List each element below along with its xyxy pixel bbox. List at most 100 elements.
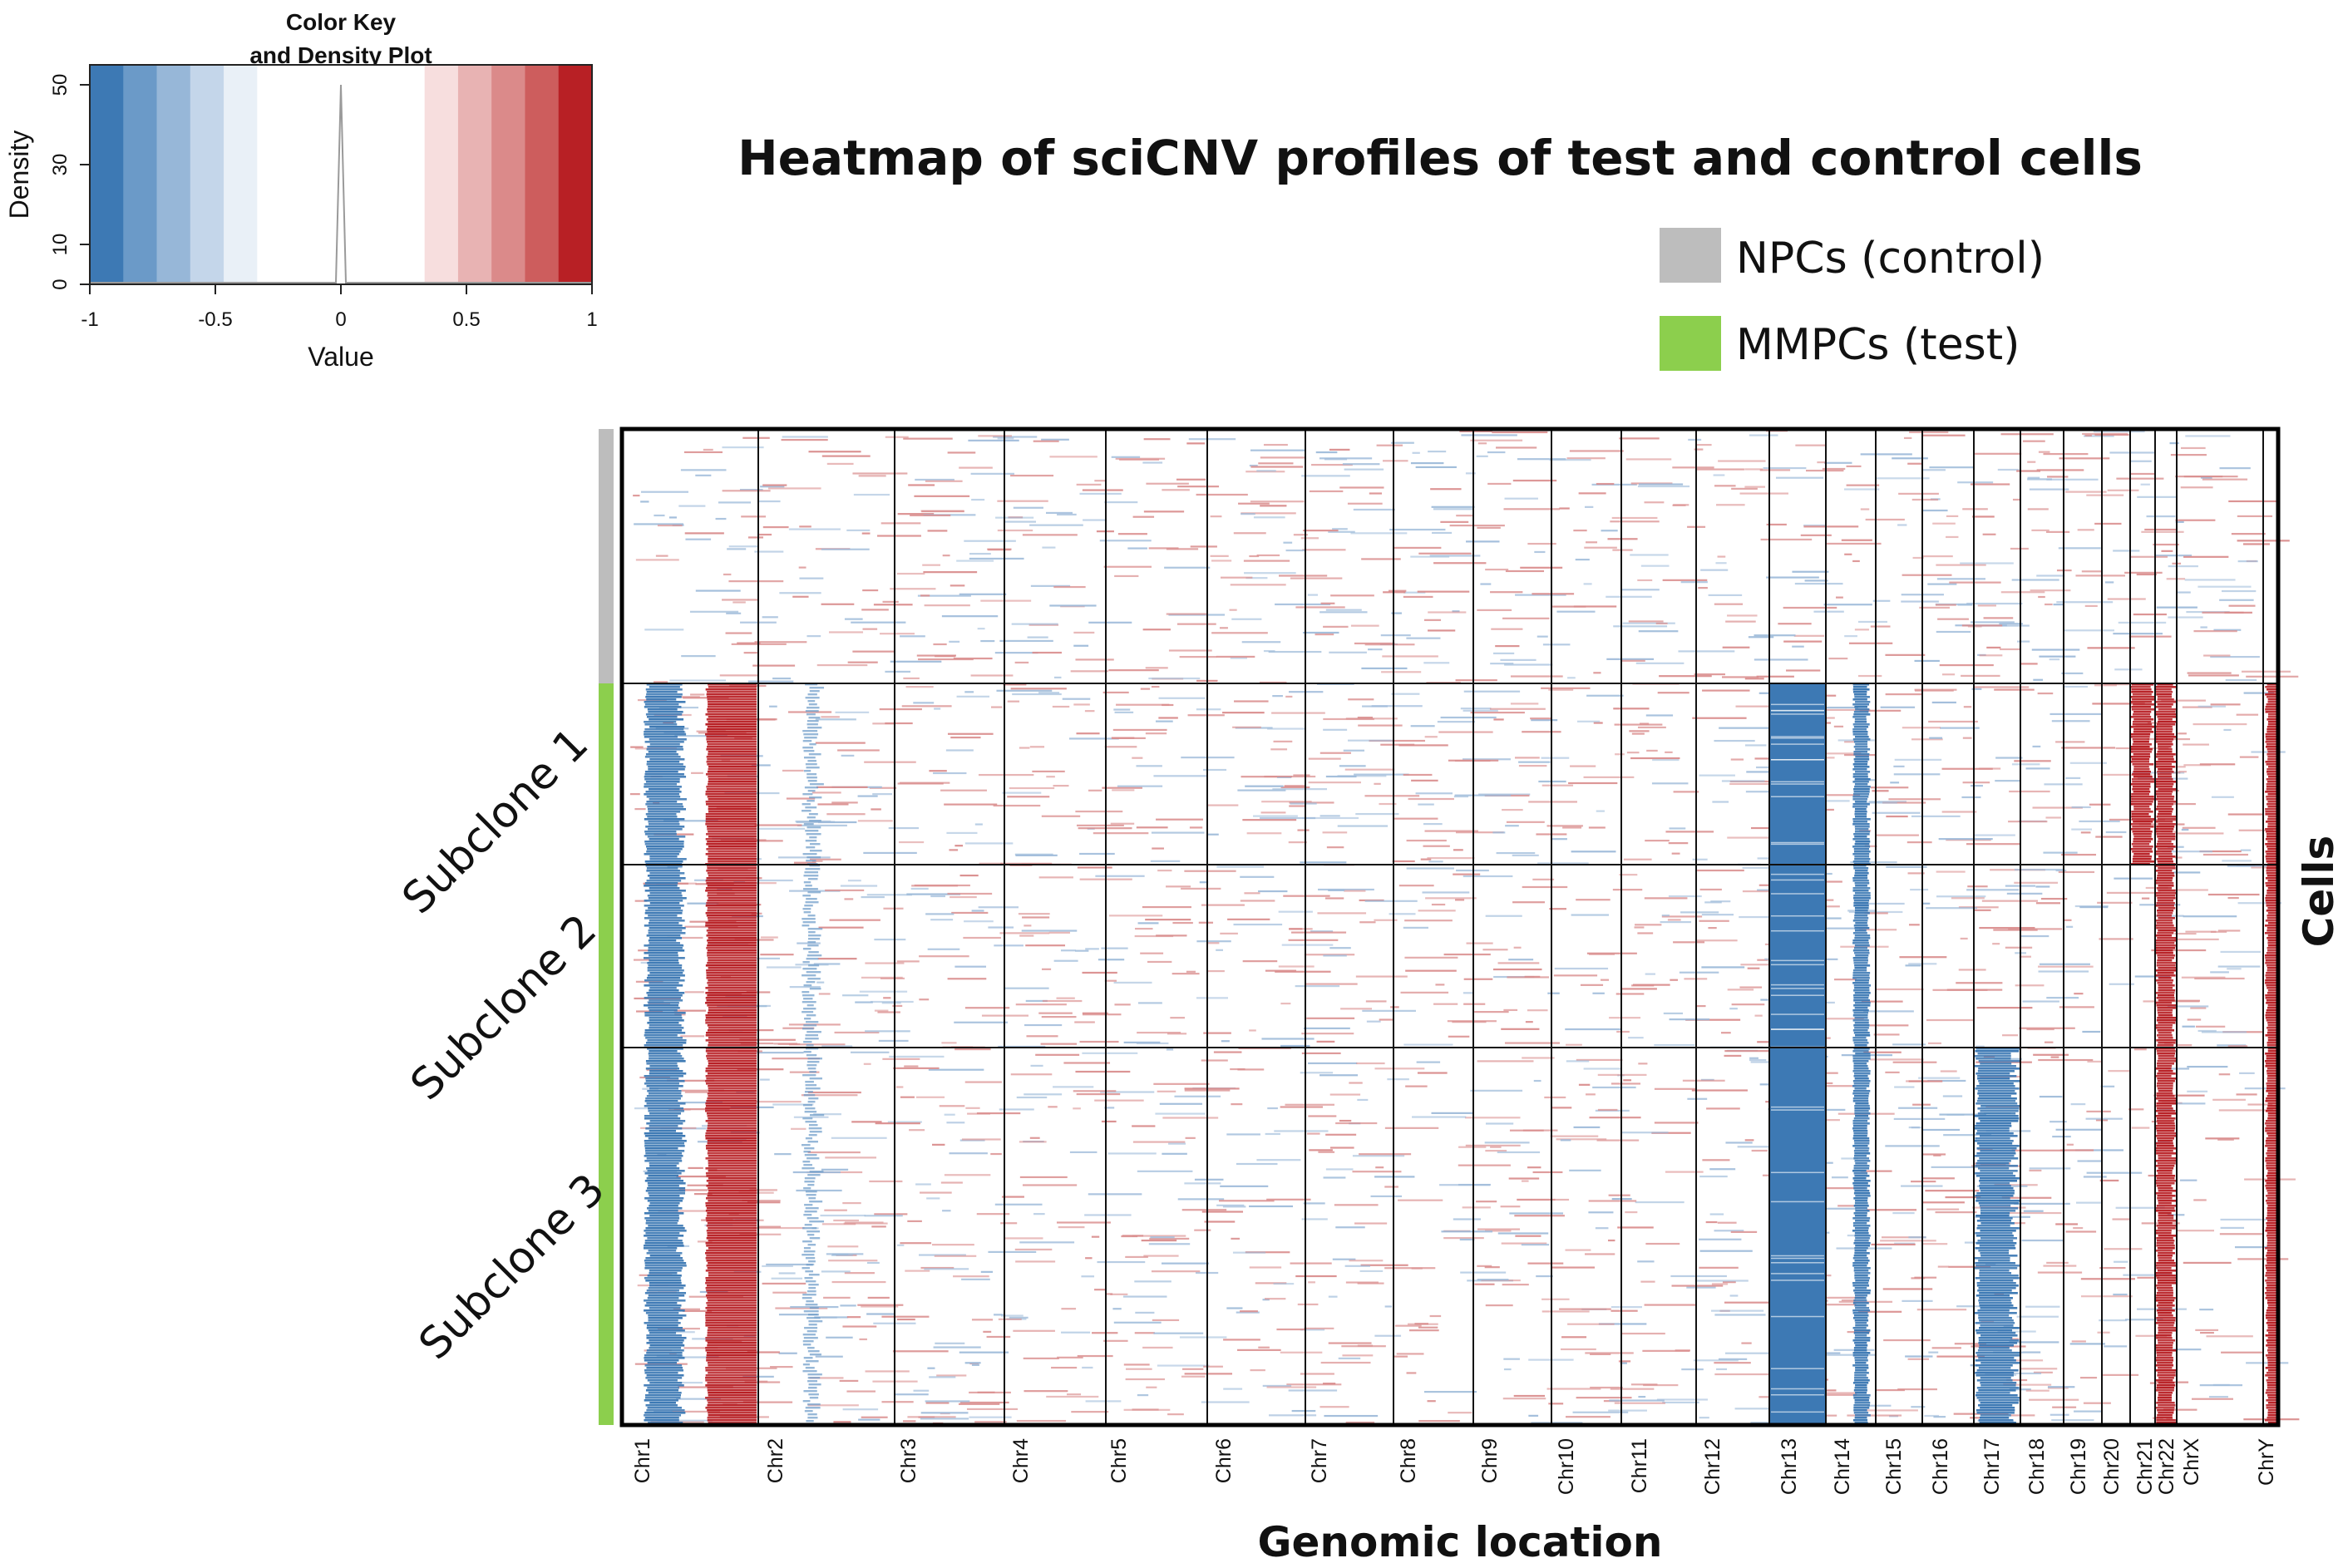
cnv-row <box>2156 1117 2176 1120</box>
cnv-row <box>2156 1177 2175 1180</box>
noise-streak <box>1177 486 1220 488</box>
noise-streak <box>862 589 879 592</box>
noise-streak <box>1593 722 1603 724</box>
cnv-row <box>645 1257 683 1260</box>
noise-streak <box>680 1035 705 1038</box>
cnv-gap <box>1771 1255 1824 1257</box>
noise-streak <box>684 925 738 928</box>
cnv-row <box>1852 1100 1869 1102</box>
noise-streak <box>1628 620 1664 623</box>
noise-streak <box>1931 1166 1980 1168</box>
noise-streak <box>2224 611 2252 614</box>
cnv-row <box>2156 1287 2173 1289</box>
cnv-row <box>649 855 678 858</box>
cnv-row <box>1854 1402 1871 1404</box>
cnv-row <box>2266 846 2278 848</box>
noise-streak <box>2074 1410 2102 1413</box>
noise-streak <box>1544 1096 1566 1099</box>
cnv-row <box>805 1121 817 1123</box>
noise-streak <box>792 595 809 598</box>
noise-streak <box>777 856 831 859</box>
chromosome-label: Chr6 <box>1212 1438 1236 1483</box>
cnv-row <box>1854 858 1871 860</box>
noise-streak <box>1869 1024 1909 1027</box>
cnv-row <box>1852 793 1870 796</box>
cnv-row <box>807 780 817 782</box>
noise-streak <box>1823 1354 1876 1356</box>
noise-streak <box>2133 1048 2147 1051</box>
cnv-row <box>648 1107 684 1110</box>
noise-streak <box>1319 611 1368 614</box>
cnv-row <box>1976 1220 2011 1222</box>
noise-streak <box>2097 901 2133 904</box>
noise-streak <box>1256 470 1276 472</box>
color-key-band <box>156 65 191 284</box>
cnv-row <box>2266 1339 2278 1342</box>
noise-streak <box>1729 1008 1738 1010</box>
cnv-row <box>1980 1280 2014 1282</box>
noise-streak <box>1718 460 1766 462</box>
cnv-row <box>2265 813 2278 816</box>
noise-streak <box>941 1042 957 1044</box>
noise-streak <box>999 639 1053 643</box>
color-key-band <box>525 65 560 284</box>
cnv-row <box>646 698 677 701</box>
cnv-row <box>1854 1337 1871 1339</box>
cell-type-sidebar <box>599 429 614 1425</box>
cnv-row <box>1853 766 1870 768</box>
cnv-row <box>649 1344 685 1347</box>
noise-streak <box>2218 1073 2231 1076</box>
noise-streak <box>1859 929 1897 931</box>
noise-streak <box>2009 790 2050 793</box>
cnv-row <box>2157 972 2174 974</box>
noise-streak <box>1323 1176 1346 1179</box>
cnv-row <box>708 808 757 811</box>
cnv-row <box>647 1275 682 1277</box>
cnv-row <box>2265 997 2278 999</box>
noise-streak <box>1766 576 1819 579</box>
noise-streak <box>1725 620 1756 623</box>
noise-streak <box>1999 623 2023 625</box>
cnv-row <box>708 1012 757 1014</box>
noise-streak <box>772 677 792 680</box>
cnv-row <box>1976 1354 2020 1357</box>
cnv-row <box>647 1170 685 1172</box>
cnv-row <box>2156 723 2176 726</box>
cnv-row <box>2157 848 2174 851</box>
noise-streak <box>2131 1127 2150 1129</box>
noise-streak <box>918 1254 966 1256</box>
noise-streak <box>2008 821 2048 823</box>
cnv-row <box>649 954 678 957</box>
cnv-row <box>1975 1364 2013 1367</box>
cnv-row <box>2155 1048 2175 1050</box>
noise-streak <box>2073 1227 2084 1230</box>
cnv-row <box>1853 1042 1869 1044</box>
noise-streak <box>1497 1151 1541 1154</box>
cnv-row <box>2156 766 2175 768</box>
noise-streak <box>1110 822 1135 825</box>
cnv-row <box>646 1102 686 1105</box>
noise-streak <box>1578 492 1606 495</box>
cnv-row <box>2157 954 2176 957</box>
cnv-row <box>2158 929 2176 932</box>
noise-streak <box>1134 1280 1172 1283</box>
noise-streak <box>2029 488 2069 491</box>
noise-streak <box>896 960 920 963</box>
cnv-row <box>2265 1185 2278 1187</box>
noise-streak <box>2093 430 2145 433</box>
cnv-row <box>1854 992 1871 994</box>
noise-streak <box>869 786 897 789</box>
cnv-row <box>2155 1110 2176 1112</box>
noise-streak <box>851 1121 882 1123</box>
cnv-row <box>2266 1267 2278 1270</box>
noise-streak <box>1249 1029 1256 1032</box>
noise-streak <box>915 478 954 481</box>
legend-label-control: NPCs (control) <box>1736 234 2045 284</box>
noise-streak <box>1125 1255 1148 1259</box>
noise-streak <box>1628 1037 1644 1039</box>
noise-streak <box>2191 1398 2233 1400</box>
noise-streak <box>1607 538 1638 540</box>
cnv-row <box>644 1145 685 1147</box>
noise-streak <box>1146 482 1189 485</box>
noise-streak <box>888 826 920 830</box>
